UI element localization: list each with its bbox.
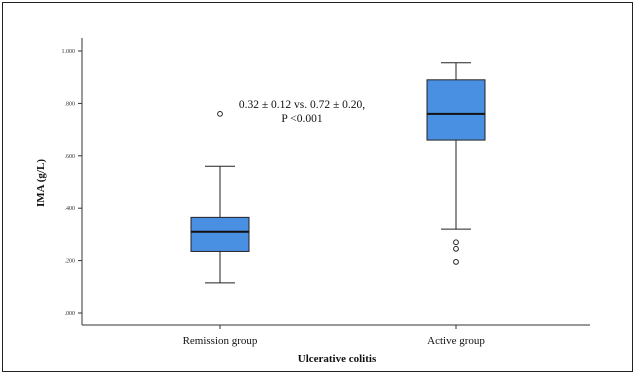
boxes bbox=[190, 62, 486, 284]
y-tick-label: .400 bbox=[65, 206, 76, 212]
y-tick-label: .200 bbox=[65, 259, 76, 265]
y-tick-label: .800 bbox=[65, 101, 76, 107]
outlier-point bbox=[453, 239, 459, 246]
box-1 bbox=[426, 62, 486, 265]
y-tick-label: .600 bbox=[65, 154, 76, 160]
box-0 bbox=[190, 110, 250, 284]
x-tick-label: Remission group bbox=[183, 335, 258, 347]
iqr-box bbox=[426, 79, 486, 141]
x-categories: Remission group Active group bbox=[183, 325, 485, 347]
x-axis-title: Ulcerative colitis bbox=[298, 353, 377, 365]
iqr-box bbox=[190, 216, 250, 252]
y-ticks: .000 .200 .400 .600 .800 1.000 bbox=[62, 49, 82, 317]
annotation-line-1: 0.32 ± 0.12 vs. 0.72 ± 0.20, bbox=[239, 99, 365, 111]
x-tick-label: Active group bbox=[427, 335, 485, 347]
outlier-point bbox=[453, 259, 459, 265]
annotation-line-2: P <0.001 bbox=[281, 113, 322, 125]
axes bbox=[81, 38, 590, 326]
y-tick-label: .000 bbox=[65, 311, 76, 317]
outlier-point bbox=[217, 110, 223, 117]
y-axis-title: IMA (g/L) bbox=[35, 159, 47, 207]
chart-frame bbox=[2, 2, 633, 372]
outlier-point bbox=[453, 245, 459, 252]
y-tick-label: 1.000 bbox=[62, 49, 76, 55]
